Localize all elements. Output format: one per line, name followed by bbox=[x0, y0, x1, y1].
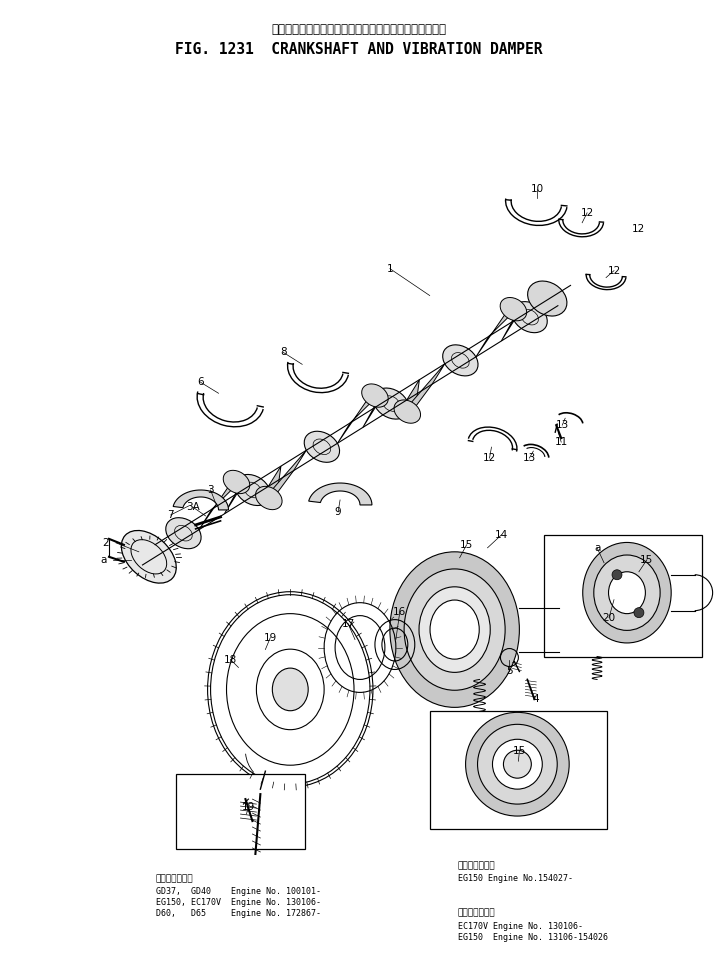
Ellipse shape bbox=[430, 600, 479, 659]
Text: 適　用　号　機: 適 用 号 機 bbox=[457, 909, 495, 918]
Text: 5: 5 bbox=[506, 666, 513, 677]
Bar bbox=[430, 711, 607, 829]
Ellipse shape bbox=[443, 345, 478, 376]
Bar bbox=[544, 535, 701, 656]
Ellipse shape bbox=[493, 739, 542, 789]
Circle shape bbox=[634, 608, 644, 618]
Polygon shape bbox=[225, 476, 245, 514]
Ellipse shape bbox=[583, 543, 671, 643]
Text: 3: 3 bbox=[208, 485, 214, 495]
Polygon shape bbox=[261, 467, 281, 504]
Text: 11: 11 bbox=[554, 437, 568, 447]
Ellipse shape bbox=[477, 725, 557, 805]
Ellipse shape bbox=[419, 586, 490, 672]
Polygon shape bbox=[398, 364, 444, 417]
Text: 12: 12 bbox=[607, 266, 620, 276]
Text: 18: 18 bbox=[224, 655, 237, 664]
Ellipse shape bbox=[465, 712, 569, 816]
Text: 12: 12 bbox=[483, 453, 496, 463]
Ellipse shape bbox=[272, 668, 308, 711]
Ellipse shape bbox=[528, 281, 567, 316]
Text: EC170V Engine No. 130106-: EC170V Engine No. 130106- bbox=[457, 921, 582, 931]
Polygon shape bbox=[501, 304, 522, 341]
Ellipse shape bbox=[512, 302, 547, 333]
Ellipse shape bbox=[594, 555, 660, 630]
Text: 2: 2 bbox=[103, 538, 109, 547]
Polygon shape bbox=[173, 490, 228, 510]
Text: 17: 17 bbox=[342, 618, 355, 628]
Ellipse shape bbox=[390, 552, 519, 707]
Ellipse shape bbox=[394, 400, 421, 424]
Text: 14: 14 bbox=[495, 530, 508, 540]
Polygon shape bbox=[309, 483, 372, 505]
Text: 4: 4 bbox=[532, 694, 538, 704]
Ellipse shape bbox=[256, 486, 282, 509]
Polygon shape bbox=[476, 304, 522, 356]
Text: 13: 13 bbox=[556, 420, 569, 431]
Text: 19: 19 bbox=[242, 802, 255, 812]
Text: 12: 12 bbox=[633, 224, 645, 234]
Text: 適　用　車　種: 適 用 車 種 bbox=[156, 874, 193, 882]
Ellipse shape bbox=[609, 572, 645, 614]
Polygon shape bbox=[398, 380, 419, 417]
Polygon shape bbox=[363, 391, 383, 428]
Text: 適　用　号　機: 適 用 号 機 bbox=[457, 861, 495, 870]
Ellipse shape bbox=[235, 474, 271, 506]
Text: 9: 9 bbox=[335, 506, 341, 517]
Text: a: a bbox=[594, 543, 600, 553]
Ellipse shape bbox=[500, 297, 527, 320]
Text: 15: 15 bbox=[513, 746, 526, 756]
Text: 6: 6 bbox=[197, 377, 204, 388]
Text: D60,   D65     Engine No. 172867-: D60, D65 Engine No. 172867- bbox=[156, 909, 321, 918]
Text: 15: 15 bbox=[640, 555, 653, 565]
FancyBboxPatch shape bbox=[244, 786, 269, 796]
Text: 20: 20 bbox=[602, 613, 615, 622]
Text: a: a bbox=[101, 555, 107, 565]
Polygon shape bbox=[261, 450, 307, 504]
Text: 7: 7 bbox=[167, 510, 174, 520]
Text: 3A: 3A bbox=[186, 502, 200, 512]
Text: 15: 15 bbox=[460, 540, 473, 550]
Polygon shape bbox=[199, 476, 245, 530]
Text: 12: 12 bbox=[580, 207, 594, 218]
Ellipse shape bbox=[404, 569, 505, 691]
Bar bbox=[176, 774, 305, 849]
Circle shape bbox=[612, 570, 622, 580]
Ellipse shape bbox=[304, 431, 340, 463]
Ellipse shape bbox=[223, 470, 250, 494]
Text: 16: 16 bbox=[393, 607, 406, 617]
Text: 10: 10 bbox=[531, 184, 544, 194]
Ellipse shape bbox=[362, 384, 388, 407]
Ellipse shape bbox=[503, 750, 531, 778]
Text: FIG. 1231  CRANKSHAFT AND VIBRATION DAMPER: FIG. 1231 CRANKSHAFT AND VIBRATION DAMPE… bbox=[175, 42, 543, 56]
Text: 13: 13 bbox=[523, 453, 536, 463]
Text: EG150  Engine No. 13106-154026: EG150 Engine No. 13106-154026 bbox=[457, 933, 607, 942]
Text: 19: 19 bbox=[264, 632, 277, 643]
Ellipse shape bbox=[373, 388, 409, 419]
Ellipse shape bbox=[166, 518, 201, 548]
Text: クランクシャフト　および　バイブレーション　ダンパ: クランクシャフト および バイブレーション ダンパ bbox=[271, 22, 447, 36]
Text: EG150, EC170V  Engine No. 130106-: EG150, EC170V Engine No. 130106- bbox=[156, 898, 321, 907]
Text: GD37,  GD40    Engine No. 100101-: GD37, GD40 Engine No. 100101- bbox=[156, 887, 321, 896]
Ellipse shape bbox=[121, 531, 177, 583]
Text: EG150 Engine No.154027-: EG150 Engine No.154027- bbox=[457, 874, 573, 882]
Polygon shape bbox=[337, 391, 383, 443]
Text: 8: 8 bbox=[280, 348, 286, 357]
Text: 1: 1 bbox=[386, 264, 393, 274]
